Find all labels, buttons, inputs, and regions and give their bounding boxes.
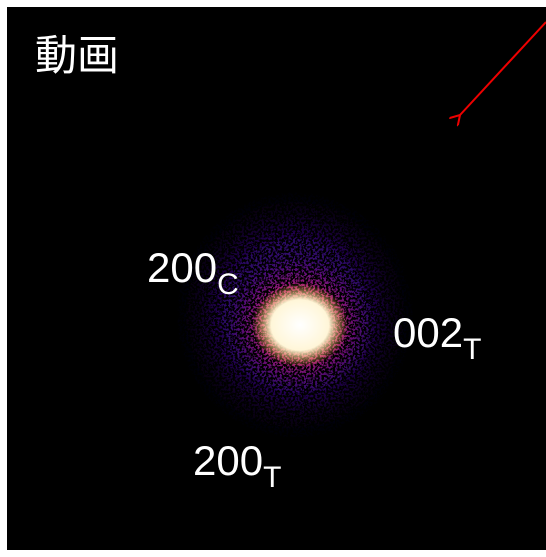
- subscript: T: [463, 333, 481, 366]
- subscript: T: [263, 461, 281, 494]
- diffraction-image: 動画 200C 002T 200T: [0, 0, 546, 557]
- index: 002: [393, 309, 463, 356]
- subscript: C: [217, 268, 239, 301]
- title: 動画: [35, 32, 119, 79]
- spot-core: [252, 283, 348, 367]
- index: 200: [193, 437, 263, 484]
- index: 200: [147, 244, 217, 291]
